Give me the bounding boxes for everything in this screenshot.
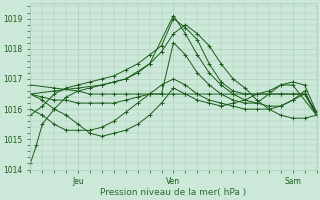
X-axis label: Pression niveau de la mer( hPa ): Pression niveau de la mer( hPa )	[100, 188, 247, 197]
